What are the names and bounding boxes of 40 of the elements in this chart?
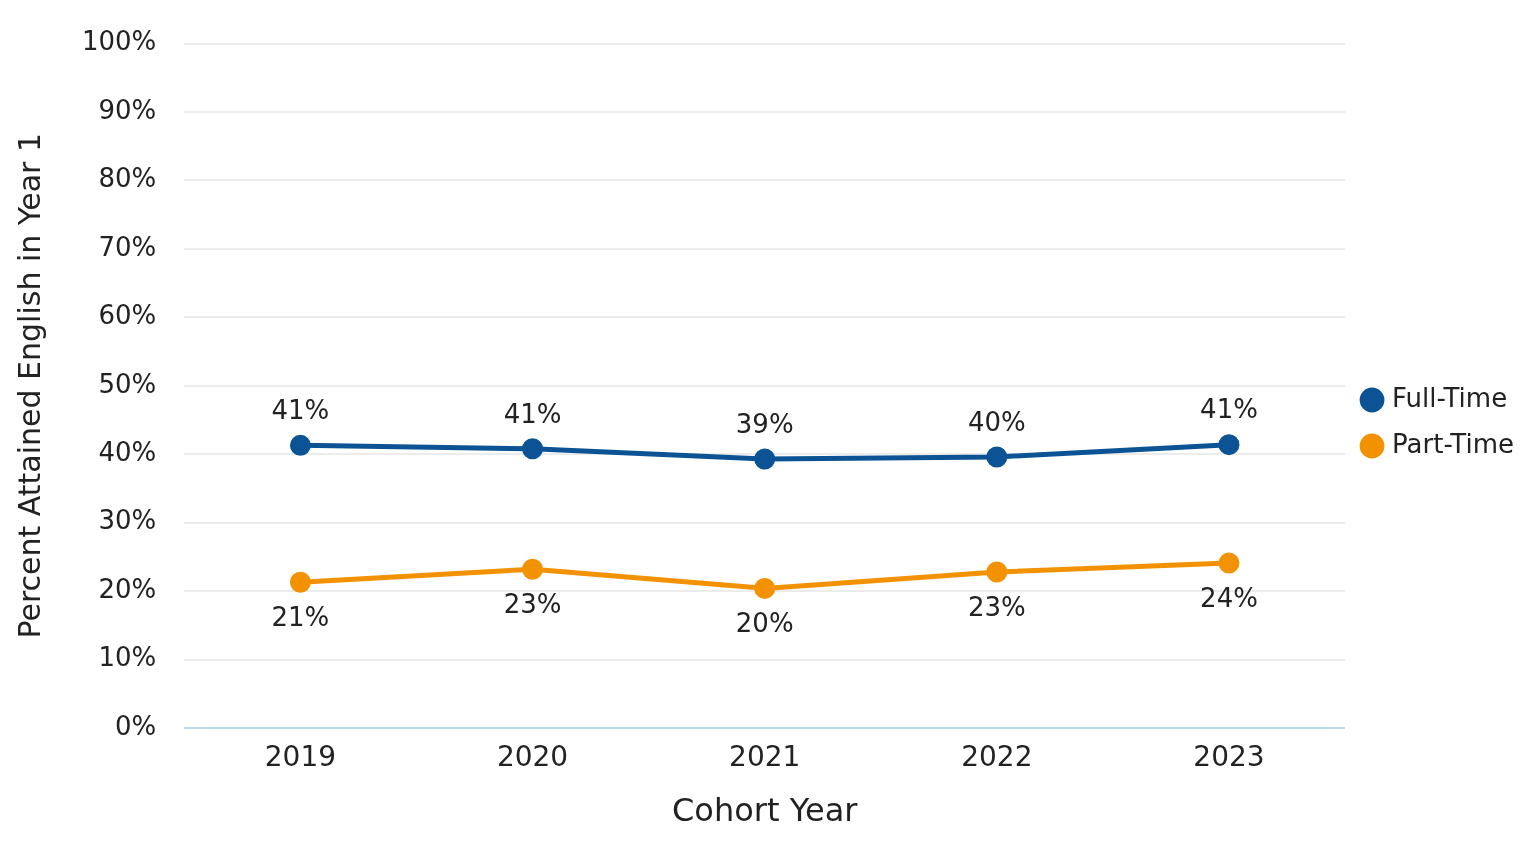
x-tick-label: 2023: [1193, 740, 1265, 774]
y-tick-label: 40%: [98, 436, 157, 467]
data-label: 21%: [271, 601, 330, 632]
y-tick-label: 60%: [98, 300, 157, 331]
point: [986, 561, 1008, 583]
data-label: 41%: [1200, 394, 1258, 425]
point: [522, 438, 544, 460]
legend-label: Part-Time: [1392, 428, 1514, 459]
x-tick-label: 2021: [729, 740, 801, 774]
y-tick-label: 30%: [98, 505, 157, 536]
data-label: 23%: [967, 591, 1026, 622]
point: [986, 446, 1008, 468]
x-tick-label: 2020: [496, 740, 569, 774]
data-label: 40%: [967, 406, 1026, 437]
y-tick-label: 10%: [98, 642, 157, 673]
x-axis-title: Cohort Year: [671, 791, 859, 830]
y-tick-label: 90%: [98, 94, 157, 125]
point: [1218, 434, 1240, 456]
point: [754, 577, 776, 599]
point: [522, 558, 544, 580]
legend-label: Full-Time: [1392, 382, 1508, 413]
data-label: 20%: [735, 608, 794, 639]
x-tick-label: 2022: [961, 740, 1033, 774]
y-tick-label: 100%: [81, 26, 157, 57]
data-label: 41%: [503, 398, 562, 429]
data-label: 23%: [503, 588, 562, 619]
point: [1218, 552, 1240, 574]
point: [754, 448, 776, 470]
y-tick-label: 70%: [98, 231, 157, 262]
data-label: 41%: [271, 395, 330, 426]
x-tick-label: 2019: [264, 740, 337, 774]
point: [289, 434, 311, 456]
y-axis-title: Percent Attained English in Year 1: [11, 133, 47, 639]
y-tick-label: 50%: [98, 368, 157, 399]
point: [289, 571, 311, 593]
data-label: 39%: [735, 408, 794, 439]
y-tick-label: 0%: [115, 710, 157, 741]
data-label: 24%: [1200, 582, 1258, 613]
y-tick-label: 20%: [98, 573, 157, 604]
y-tick-label: 80%: [98, 163, 157, 194]
